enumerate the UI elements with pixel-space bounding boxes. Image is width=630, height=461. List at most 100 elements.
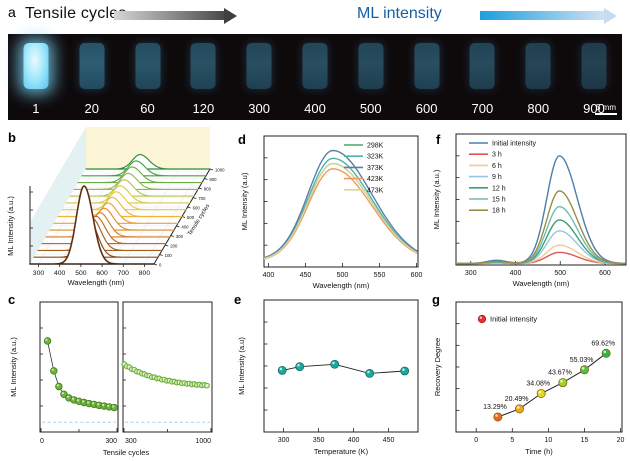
svg-text:15: 15 <box>581 437 589 444</box>
cycle-count-label: 120 <box>192 101 215 116</box>
svg-text:800: 800 <box>204 187 212 192</box>
glowing-sample <box>302 43 328 89</box>
temperature-stability-chart: 300 350 400 450 Temperature (K) ML Intensity … <box>237 299 419 456</box>
svg-text:600: 600 <box>411 272 423 279</box>
svg-text:300: 300 <box>176 234 184 239</box>
svg-text:1000: 1000 <box>195 438 211 445</box>
svg-text:373K: 373K <box>367 165 384 172</box>
svg-text:300: 300 <box>33 270 45 277</box>
svg-text:Initial intensity: Initial intensity <box>492 141 536 148</box>
recovery-degree-chart: 0 5 10 15 20 13.29%20.49% 34.08% 43.67% 55.03% 69… <box>433 301 625 456</box>
svg-text:5: 5 <box>510 437 514 444</box>
svg-text:0: 0 <box>474 437 478 444</box>
svg-text:450: 450 <box>300 272 312 279</box>
svg-text:300: 300 <box>105 438 117 445</box>
panel-label-d: d <box>238 132 246 147</box>
svg-text:700: 700 <box>198 196 206 201</box>
cycle-count-label: 20 <box>84 101 99 116</box>
cycle-count-label: 1 <box>32 101 40 116</box>
temperature-spectra-chart: 400 450 500 550 600 Wavelength (nm) ML Intensi… <box>240 135 423 290</box>
svg-text:ML Intensity (a.u.): ML Intensity (a.u.) <box>432 169 441 229</box>
glowing-sample <box>79 43 105 89</box>
sample-cell: 1 <box>8 34 64 120</box>
panel-e: e 300 350 400 450 Temperature (K) ML Intensit… <box>228 292 426 461</box>
sample-cell: 120 <box>175 34 231 120</box>
svg-text:43.67%: 43.67% <box>548 370 572 377</box>
svg-text:300: 300 <box>465 270 477 277</box>
svg-text:800: 800 <box>139 270 151 277</box>
panel-label-e: e <box>234 292 242 307</box>
glowing-sample <box>358 43 384 89</box>
svg-text:600: 600 <box>96 270 108 277</box>
cycle-count-label: 700 <box>471 101 494 116</box>
recovery-spectra-chart: 300 400 500 600 Wavelength (nm) ML Intensity … <box>432 133 627 288</box>
tensile-cycles-arrow <box>114 7 237 24</box>
svg-text:500: 500 <box>187 215 195 220</box>
svg-text:Wavelength (nm): Wavelength (nm) <box>68 278 125 287</box>
panel-g: g 0 5 10 15 20 13.29% 20.49% 34.08% 43.67% 55.03%… <box>426 292 630 461</box>
svg-text:6 h: 6 h <box>492 163 502 170</box>
panel-label-a: a <box>8 4 16 20</box>
svg-text:200: 200 <box>170 244 178 249</box>
svg-text:0: 0 <box>159 263 162 268</box>
svg-text:400: 400 <box>181 225 189 230</box>
cycle-count-label: 60 <box>140 101 155 116</box>
svg-text:Time (h): Time (h) <box>525 447 553 456</box>
sample-cell: 900 <box>566 34 622 120</box>
svg-text:600: 600 <box>193 206 201 211</box>
svg-text:0: 0 <box>40 438 44 445</box>
chart-row-1: b 0 100 200 300 400 500 600 700 800 900 1000 Tensil… <box>0 122 630 292</box>
svg-text:500: 500 <box>337 272 349 279</box>
svg-text:13.29%: 13.29% <box>483 404 507 411</box>
svg-text:400: 400 <box>510 270 522 277</box>
svg-text:423K: 423K <box>367 176 384 183</box>
svg-text:300: 300 <box>125 438 137 445</box>
sample-cell: 20 <box>64 34 120 120</box>
cycles-decay-chart: 0 300 300 1000 Tensile cycles ML Intensity (a… <box>9 301 213 457</box>
tensile-cycles-heading: Tensile cycles <box>25 5 127 22</box>
svg-text:20.49%: 20.49% <box>505 396 529 403</box>
svg-text:473K: 473K <box>367 187 384 194</box>
svg-text:55.03%: 55.03% <box>570 357 594 364</box>
svg-text:1000: 1000 <box>215 168 225 173</box>
svg-text:Initial intensity: Initial intensity <box>490 315 537 324</box>
panel-label-b: b <box>8 130 16 145</box>
glowing-sample <box>135 43 161 89</box>
svg-text:ML Intensity (a.u.): ML Intensity (a.u.) <box>9 337 18 397</box>
panel-b: b 0 100 200 300 400 500 600 700 800 900 1000 Tensil… <box>0 122 228 292</box>
waterfall-spectra-chart: 01002003004005006007008009001000Tensile … <box>6 127 225 287</box>
chart-row-2: c 0 300 300 1000 Tensile cycles ML Intensity … <box>0 292 630 461</box>
glowing-sample <box>190 43 216 89</box>
svg-text:ML Intensity (a.u.): ML Intensity (a.u.) <box>6 196 15 256</box>
glowing-sample <box>246 43 272 89</box>
sample-cell: 800 <box>510 34 566 120</box>
svg-text:9 h: 9 h <box>492 174 502 181</box>
cycle-count-label: 900 <box>583 101 605 116</box>
svg-text:Temperature (K): Temperature (K) <box>314 447 369 456</box>
svg-text:100: 100 <box>165 253 173 258</box>
sample-cell: 500 <box>343 34 399 120</box>
cycle-count-label: 300 <box>248 101 270 116</box>
photo-strip: 1 20 60 120 300 400 500 600 700 800 900 5 mm <box>8 34 622 120</box>
sample-cell: 400 <box>287 34 343 120</box>
sample-cell: 300 <box>231 34 287 120</box>
svg-text:600: 600 <box>599 270 611 277</box>
cycle-count-label: 800 <box>527 101 550 116</box>
svg-text:400: 400 <box>263 272 275 279</box>
svg-text:ML Intensity (a.u): ML Intensity (a.u) <box>237 337 246 395</box>
svg-text:400: 400 <box>348 437 360 444</box>
svg-text:Wavelength (nm): Wavelength (nm) <box>313 281 370 290</box>
svg-text:350: 350 <box>313 437 325 444</box>
svg-text:15 h: 15 h <box>492 197 506 204</box>
cycle-count-label: 400 <box>304 101 326 116</box>
svg-text:900: 900 <box>209 177 217 182</box>
svg-text:69.62%: 69.62% <box>591 340 615 347</box>
svg-text:450: 450 <box>383 437 395 444</box>
cycle-count-label: 600 <box>415 101 438 116</box>
cycle-count-label: 500 <box>359 101 382 116</box>
panel-label-g: g <box>432 292 440 307</box>
scale-bar: 5 mm <box>595 103 617 115</box>
panel-label-c: c <box>8 292 16 307</box>
glowing-sample <box>23 43 49 89</box>
